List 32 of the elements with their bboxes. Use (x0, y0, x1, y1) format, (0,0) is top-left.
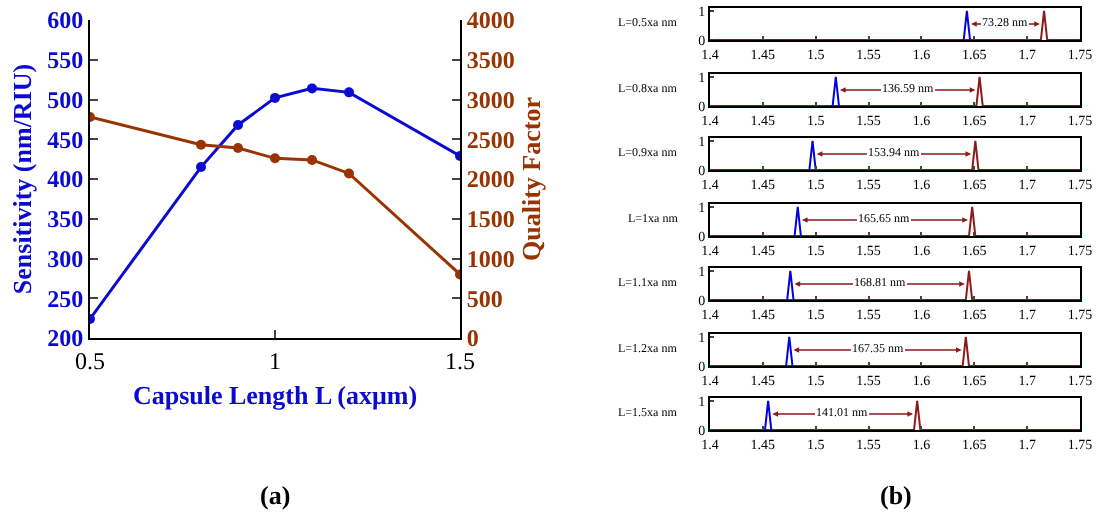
y-axis-title: Sensitivity (nm/RIU) (7, 63, 38, 295)
point (233, 119, 243, 130)
y-tick-label: 600 (47, 6, 84, 35)
point (307, 154, 317, 165)
y2-tick-label: 2000 (466, 165, 515, 194)
y-tick-label: 450 (47, 125, 84, 154)
y-tick-label: 550 (47, 46, 84, 75)
text: (b) (880, 480, 912, 510)
y-tick-label: 300 (47, 244, 84, 273)
point (233, 143, 243, 153)
y2-axis-title: Quality Factor (516, 96, 546, 261)
x-tick-label: 1 (269, 346, 281, 375)
point (270, 92, 280, 103)
y2-tick-label: 3500 (466, 46, 515, 75)
y2-tick-label: 2500 (466, 125, 515, 154)
y2-tick-label: 3000 (466, 85, 515, 114)
point (307, 83, 317, 94)
y-tick-label: 400 (47, 165, 84, 194)
y-tick-label: 250 (47, 284, 84, 313)
y2-tick-label: 500 (466, 284, 503, 313)
text: (a) (260, 480, 291, 510)
y2-tick-label: 1000 (466, 244, 515, 273)
y2-tick-label: 4000 (466, 6, 515, 35)
point (196, 162, 206, 173)
y2-tick-label: 1500 (466, 205, 515, 234)
point (344, 87, 354, 98)
point (196, 139, 206, 150)
point (344, 168, 354, 179)
y-tick-label: 350 (47, 205, 84, 234)
y-tick-label: 500 (47, 85, 84, 114)
x-axis-title: Capsule Length L (axμm) (132, 380, 418, 410)
point (270, 153, 280, 164)
